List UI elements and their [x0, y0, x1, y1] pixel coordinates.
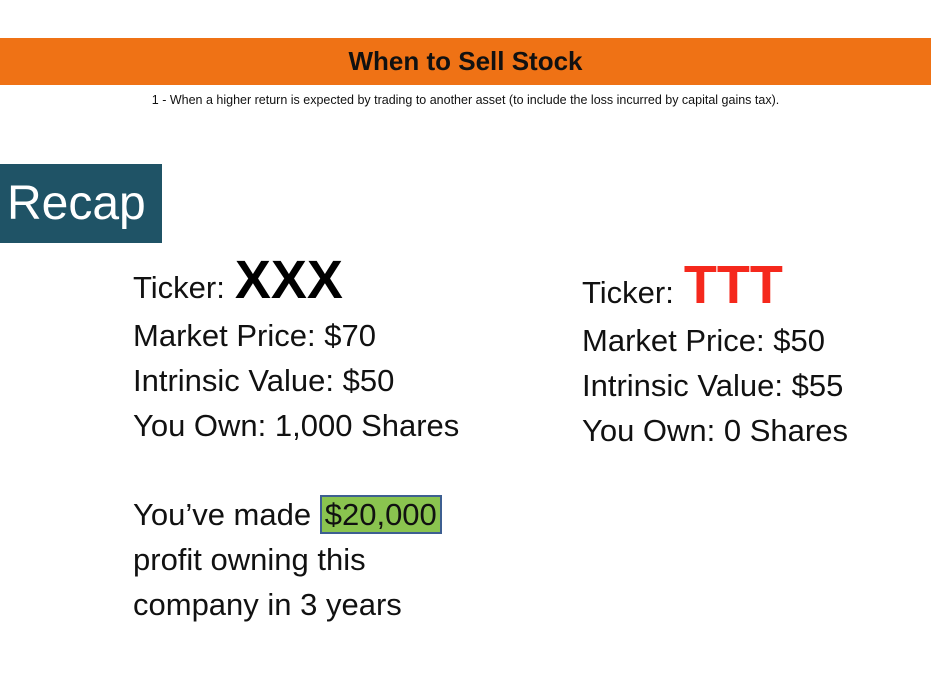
- profit-amount-highlight: $20,000: [319, 495, 442, 534]
- shares-owned: You Own: 1,000 Shares: [133, 408, 460, 443]
- profit-line-2: profit owning this: [133, 542, 366, 577]
- profit-statement: You’ve made $20,000 profit owning this c…: [133, 492, 442, 627]
- stock-card-xxx: Ticker: XXX Market Price: $70 Intrinsic …: [133, 253, 459, 448]
- intrinsic-value: Intrinsic Value: $50: [133, 363, 395, 398]
- ticker-label: Ticker:: [133, 270, 225, 305]
- slide-subtitle: 1 - When a higher return is expected by …: [151, 93, 780, 107]
- intrinsic-value: Intrinsic Value: $55: [582, 368, 844, 403]
- ticker-label: Ticker:: [582, 275, 674, 310]
- ticker-symbol: XXX: [234, 250, 343, 310]
- recap-label: Recap: [7, 176, 146, 230]
- market-price: Market Price: $50: [582, 323, 825, 358]
- slide-title: When to Sell Stock: [348, 46, 583, 76]
- profit-prefix: You’ve made: [133, 497, 312, 532]
- ticker-line: Ticker: TTT: [582, 258, 848, 318]
- title-bar: When to Sell Stock: [0, 38, 931, 85]
- market-price: Market Price: $70: [133, 318, 376, 353]
- recap-box: Recap: [0, 164, 162, 243]
- shares-owned: You Own: 0 Shares: [582, 413, 848, 448]
- ticker-line: Ticker: XXX: [133, 253, 459, 313]
- profit-line-1: You’ve made $20,000: [133, 492, 442, 537]
- stock-card-ttt: Ticker: TTT Market Price: $50 Intrinsic …: [582, 258, 848, 453]
- ticker-symbol: TTT: [683, 255, 783, 315]
- profit-line-3: company in 3 years: [133, 587, 402, 622]
